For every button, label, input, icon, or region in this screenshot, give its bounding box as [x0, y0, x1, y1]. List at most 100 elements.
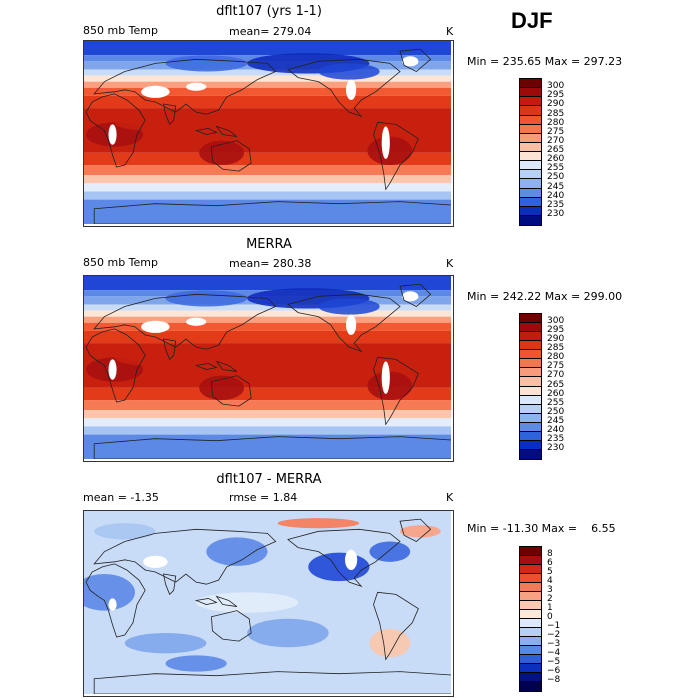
masked-terrain [345, 79, 357, 100]
coastline [288, 529, 400, 586]
temperature-band [84, 322, 451, 331]
temperature-band [84, 276, 451, 291]
coastline [288, 294, 400, 351]
coastline [211, 141, 251, 172]
difference-anomaly [308, 552, 370, 582]
colorbar-tick-label: 250 [547, 406, 565, 417]
difference-anomaly [400, 525, 441, 538]
colorbar-swatch [520, 215, 541, 225]
colorbar-tick-label: 1 [547, 603, 553, 613]
colorbar-tick-label: 0 [547, 612, 553, 622]
coastline [94, 202, 451, 224]
colorbar-tick-label: 235 [547, 433, 565, 444]
colorbar-swatch [520, 565, 541, 574]
colorbar-swatch [520, 332, 541, 342]
colorbar-tick-label: 240 [547, 424, 565, 435]
coastline [86, 564, 145, 637]
difference-anomaly [369, 628, 411, 658]
colorbar-tick-label: 265 [547, 379, 565, 390]
masked-terrain [345, 314, 357, 335]
coastline [400, 284, 431, 306]
colorbar-tick-label: 235 [547, 199, 565, 210]
panel-2-mean-label: mean= 280.38 [229, 257, 312, 270]
coastline [164, 574, 176, 594]
colorbar-swatch [520, 188, 541, 198]
coastline [94, 59, 275, 114]
field-anomaly [318, 63, 380, 80]
masked-terrain [185, 317, 207, 326]
panel-2-title: MERRA [246, 237, 292, 252]
colorbar-swatch [520, 179, 541, 189]
panel-1-unit-label: K [446, 25, 454, 38]
temperature-band [84, 199, 451, 224]
temperature-band [84, 183, 451, 192]
temperature-band [84, 330, 451, 344]
coastline [94, 437, 451, 459]
colorbar-swatch [520, 431, 541, 441]
panel-3-rmse-label: rmse = 1.84 [229, 491, 298, 504]
masked-terrain [402, 56, 419, 67]
panel-3-map [83, 510, 454, 697]
panel-2-map [83, 275, 454, 462]
colorbar-tick-label: −2 [547, 630, 561, 640]
colorbar-tick-label: 270 [547, 135, 565, 146]
field-anomaly [114, 114, 176, 131]
panel-3-colorbar-labels: 8 6 5 4 3 2 1 0 −1 −2 −3 −4 −5 −6 −8 [547, 546, 587, 692]
difference-anomaly [277, 518, 360, 529]
masked-terrain [143, 555, 168, 568]
colorbar-swatch [520, 637, 541, 646]
panel-2-minmax: Min = 242.22 Max = 299.00 [467, 290, 623, 303]
panel-1-colorbar [519, 78, 542, 226]
colorbar-swatch [520, 341, 541, 351]
colorbar-swatch [520, 368, 541, 378]
map-field [84, 511, 451, 694]
map-field [84, 276, 451, 459]
colorbar-swatch [520, 574, 541, 583]
colorbar-swatch [520, 115, 541, 125]
masked-terrain [185, 82, 207, 91]
colorbar-tick-label: 255 [547, 397, 565, 408]
coastline [374, 357, 419, 424]
colorbar-tick-label: 280 [547, 117, 565, 128]
colorbar-swatch [520, 655, 541, 664]
panel-2-colorbar [519, 313, 542, 460]
temperature-band [84, 175, 451, 184]
temperature-band [84, 152, 451, 166]
field-anomaly [199, 140, 245, 166]
temperature-band [84, 69, 451, 76]
panel-2-variable-label: 850 mb Temp [83, 256, 159, 269]
coastline [211, 611, 251, 642]
colorbar-tick-label: 295 [547, 325, 565, 336]
coastline [94, 529, 275, 584]
colorbar-swatch [520, 664, 541, 673]
difference-anomaly [369, 541, 411, 562]
masked-terrain [381, 126, 390, 159]
panel-3-minmax: Min = -11.30 Max = 6.55 [467, 522, 616, 535]
field-anomaly [199, 375, 245, 401]
colorbar-swatch [520, 206, 541, 216]
panel-1-title: dflt107 (yrs 1-1) [216, 4, 322, 19]
colorbar-swatch [520, 106, 541, 116]
difference-anomaly [124, 633, 207, 654]
colorbar-swatch [520, 673, 541, 682]
coastline [196, 363, 216, 369]
colorbar-swatch [520, 133, 541, 143]
colorbar-tick-label: 300 [547, 316, 565, 327]
coastline [94, 294, 275, 349]
masked-terrain [381, 361, 390, 394]
colorbar-swatch [520, 79, 541, 89]
colorbar-swatch [520, 88, 541, 98]
temperature-band [84, 81, 451, 88]
coastline [400, 49, 431, 71]
colorbar-swatch [520, 314, 541, 324]
colorbar-tick-label: 230 [547, 208, 565, 219]
colorbar-swatch [520, 152, 541, 162]
panel-2-colorbar-labels: 300 295 290 285 280 275 270 265 260 255 250 245 240 2… [547, 313, 587, 460]
colorbar-tick-label: 275 [547, 361, 565, 372]
panel-2-unit-label: K [446, 257, 454, 270]
colorbar-swatch [520, 628, 541, 637]
temperature-band [84, 426, 451, 435]
colorbar-swatch [520, 350, 541, 360]
coastline [86, 94, 145, 167]
temperature-band [84, 87, 451, 96]
